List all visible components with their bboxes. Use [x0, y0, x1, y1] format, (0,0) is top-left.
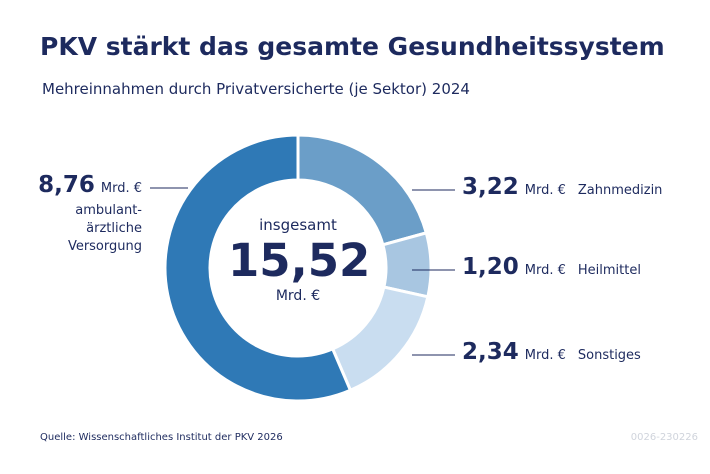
category-label: ambulant-ärztliche Versorgung: [67, 203, 142, 254]
chart-code: 0026-230226: [630, 432, 698, 443]
category-label: Sonstiges: [577, 348, 641, 363]
total-unit: Mrd. €: [275, 288, 321, 304]
segment-label: 3,22 Mrd. € Zahnmedizin: [462, 174, 662, 200]
value-label: 1,20: [462, 254, 519, 280]
unit-label: Mrd. €: [100, 181, 142, 196]
total-box: insgesamt 15,52 Mrd. €: [228, 216, 371, 304]
category-label: Heilmittel: [577, 263, 641, 278]
donut-segment: [163, 133, 353, 403]
unit-label: Mrd. €: [524, 348, 566, 363]
total-caption: insgesamt: [259, 216, 337, 234]
segment-label: 2,34 Mrd. € Sonstiges: [462, 339, 641, 365]
category-label: Zahnmedizin: [577, 183, 663, 198]
unit-label: Mrd. €: [524, 183, 566, 198]
total-value: 15,52: [228, 234, 371, 287]
value-label: 3,22: [462, 174, 519, 200]
segment-label: 8,76 Mrd. €: [38, 172, 142, 198]
unit-label: Mrd. €: [524, 263, 566, 278]
value-label: 8,76: [38, 172, 95, 198]
source-note: Quelle: Wissenschaftliches Institut der …: [40, 432, 283, 443]
chart-title: PKV stärkt das gesamte Gesundheitssystem: [40, 32, 665, 61]
chart-subtitle: Mehreinnahmen durch Privatversicherte (j…: [42, 80, 470, 98]
segment-label: 1,20 Mrd. € Heilmittel: [462, 254, 641, 280]
value-label: 2,34: [462, 339, 519, 365]
